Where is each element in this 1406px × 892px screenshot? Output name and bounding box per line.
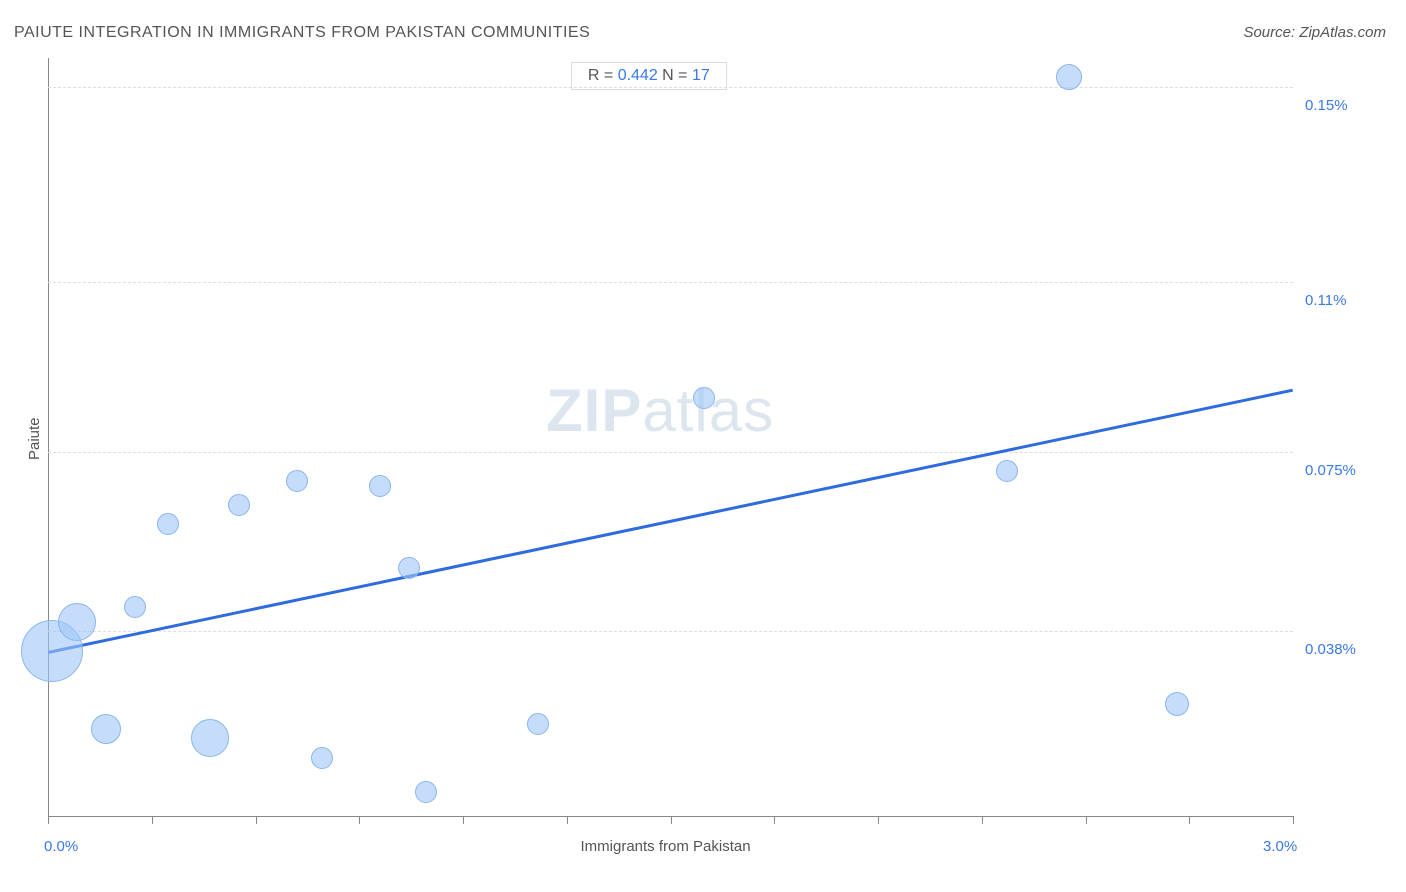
chart-title: PAIUTE INTEGRATION IN IMMIGRANTS FROM PA… bbox=[14, 24, 590, 42]
data-point bbox=[369, 475, 391, 497]
x-tick bbox=[463, 816, 464, 824]
y-axis-line bbox=[48, 58, 49, 816]
x-tick bbox=[1086, 816, 1087, 824]
data-point bbox=[228, 494, 250, 516]
x-tick bbox=[1293, 816, 1294, 824]
gridline bbox=[48, 631, 1293, 632]
n-value: 17 bbox=[692, 67, 710, 84]
data-point bbox=[527, 713, 549, 735]
gridline bbox=[48, 282, 1293, 283]
data-point bbox=[415, 781, 437, 803]
x-tick bbox=[671, 816, 672, 824]
data-point bbox=[311, 747, 333, 769]
data-point bbox=[286, 470, 308, 492]
x-tick bbox=[567, 816, 568, 824]
x-tick bbox=[359, 816, 360, 824]
data-point bbox=[398, 557, 420, 579]
data-point bbox=[191, 719, 229, 757]
data-point bbox=[996, 460, 1018, 482]
data-point bbox=[1056, 64, 1082, 90]
r-label: R = bbox=[588, 67, 618, 84]
plot-area: ZIPatlas R = 0.442 N = 17 bbox=[48, 58, 1293, 816]
x-tick bbox=[48, 816, 49, 824]
x-tick bbox=[774, 816, 775, 824]
x-tick bbox=[982, 816, 983, 824]
stats-legend: R = 0.442 N = 17 bbox=[571, 62, 727, 90]
x-axis-min-label: 0.0% bbox=[44, 838, 78, 855]
y-axis-label: Paiute bbox=[26, 417, 43, 460]
x-tick bbox=[878, 816, 879, 824]
watermark: ZIPatlas bbox=[546, 376, 774, 445]
y-tick-label: 0.038% bbox=[1305, 641, 1356, 658]
x-tick bbox=[1189, 816, 1190, 824]
data-point bbox=[157, 513, 179, 535]
data-point bbox=[91, 714, 121, 744]
chart-source: Source: ZipAtlas.com bbox=[1243, 24, 1386, 41]
y-tick-label: 0.075% bbox=[1305, 462, 1356, 479]
n-label: N = bbox=[658, 67, 692, 84]
data-point bbox=[1165, 692, 1189, 716]
x-tick bbox=[256, 816, 257, 824]
data-point bbox=[58, 603, 96, 641]
y-tick-label: 0.15% bbox=[1305, 97, 1348, 114]
y-tick-label: 0.11% bbox=[1305, 292, 1346, 309]
data-point bbox=[693, 387, 715, 409]
gridline bbox=[48, 87, 1293, 88]
data-point bbox=[124, 596, 146, 618]
r-value: 0.442 bbox=[618, 67, 658, 84]
x-tick bbox=[152, 816, 153, 824]
x-axis-max-label: 3.0% bbox=[1263, 838, 1297, 855]
gridline bbox=[48, 452, 1293, 453]
x-axis-label: Immigrants from Pakistan bbox=[581, 838, 751, 855]
watermark-zip: ZIP bbox=[546, 377, 642, 444]
